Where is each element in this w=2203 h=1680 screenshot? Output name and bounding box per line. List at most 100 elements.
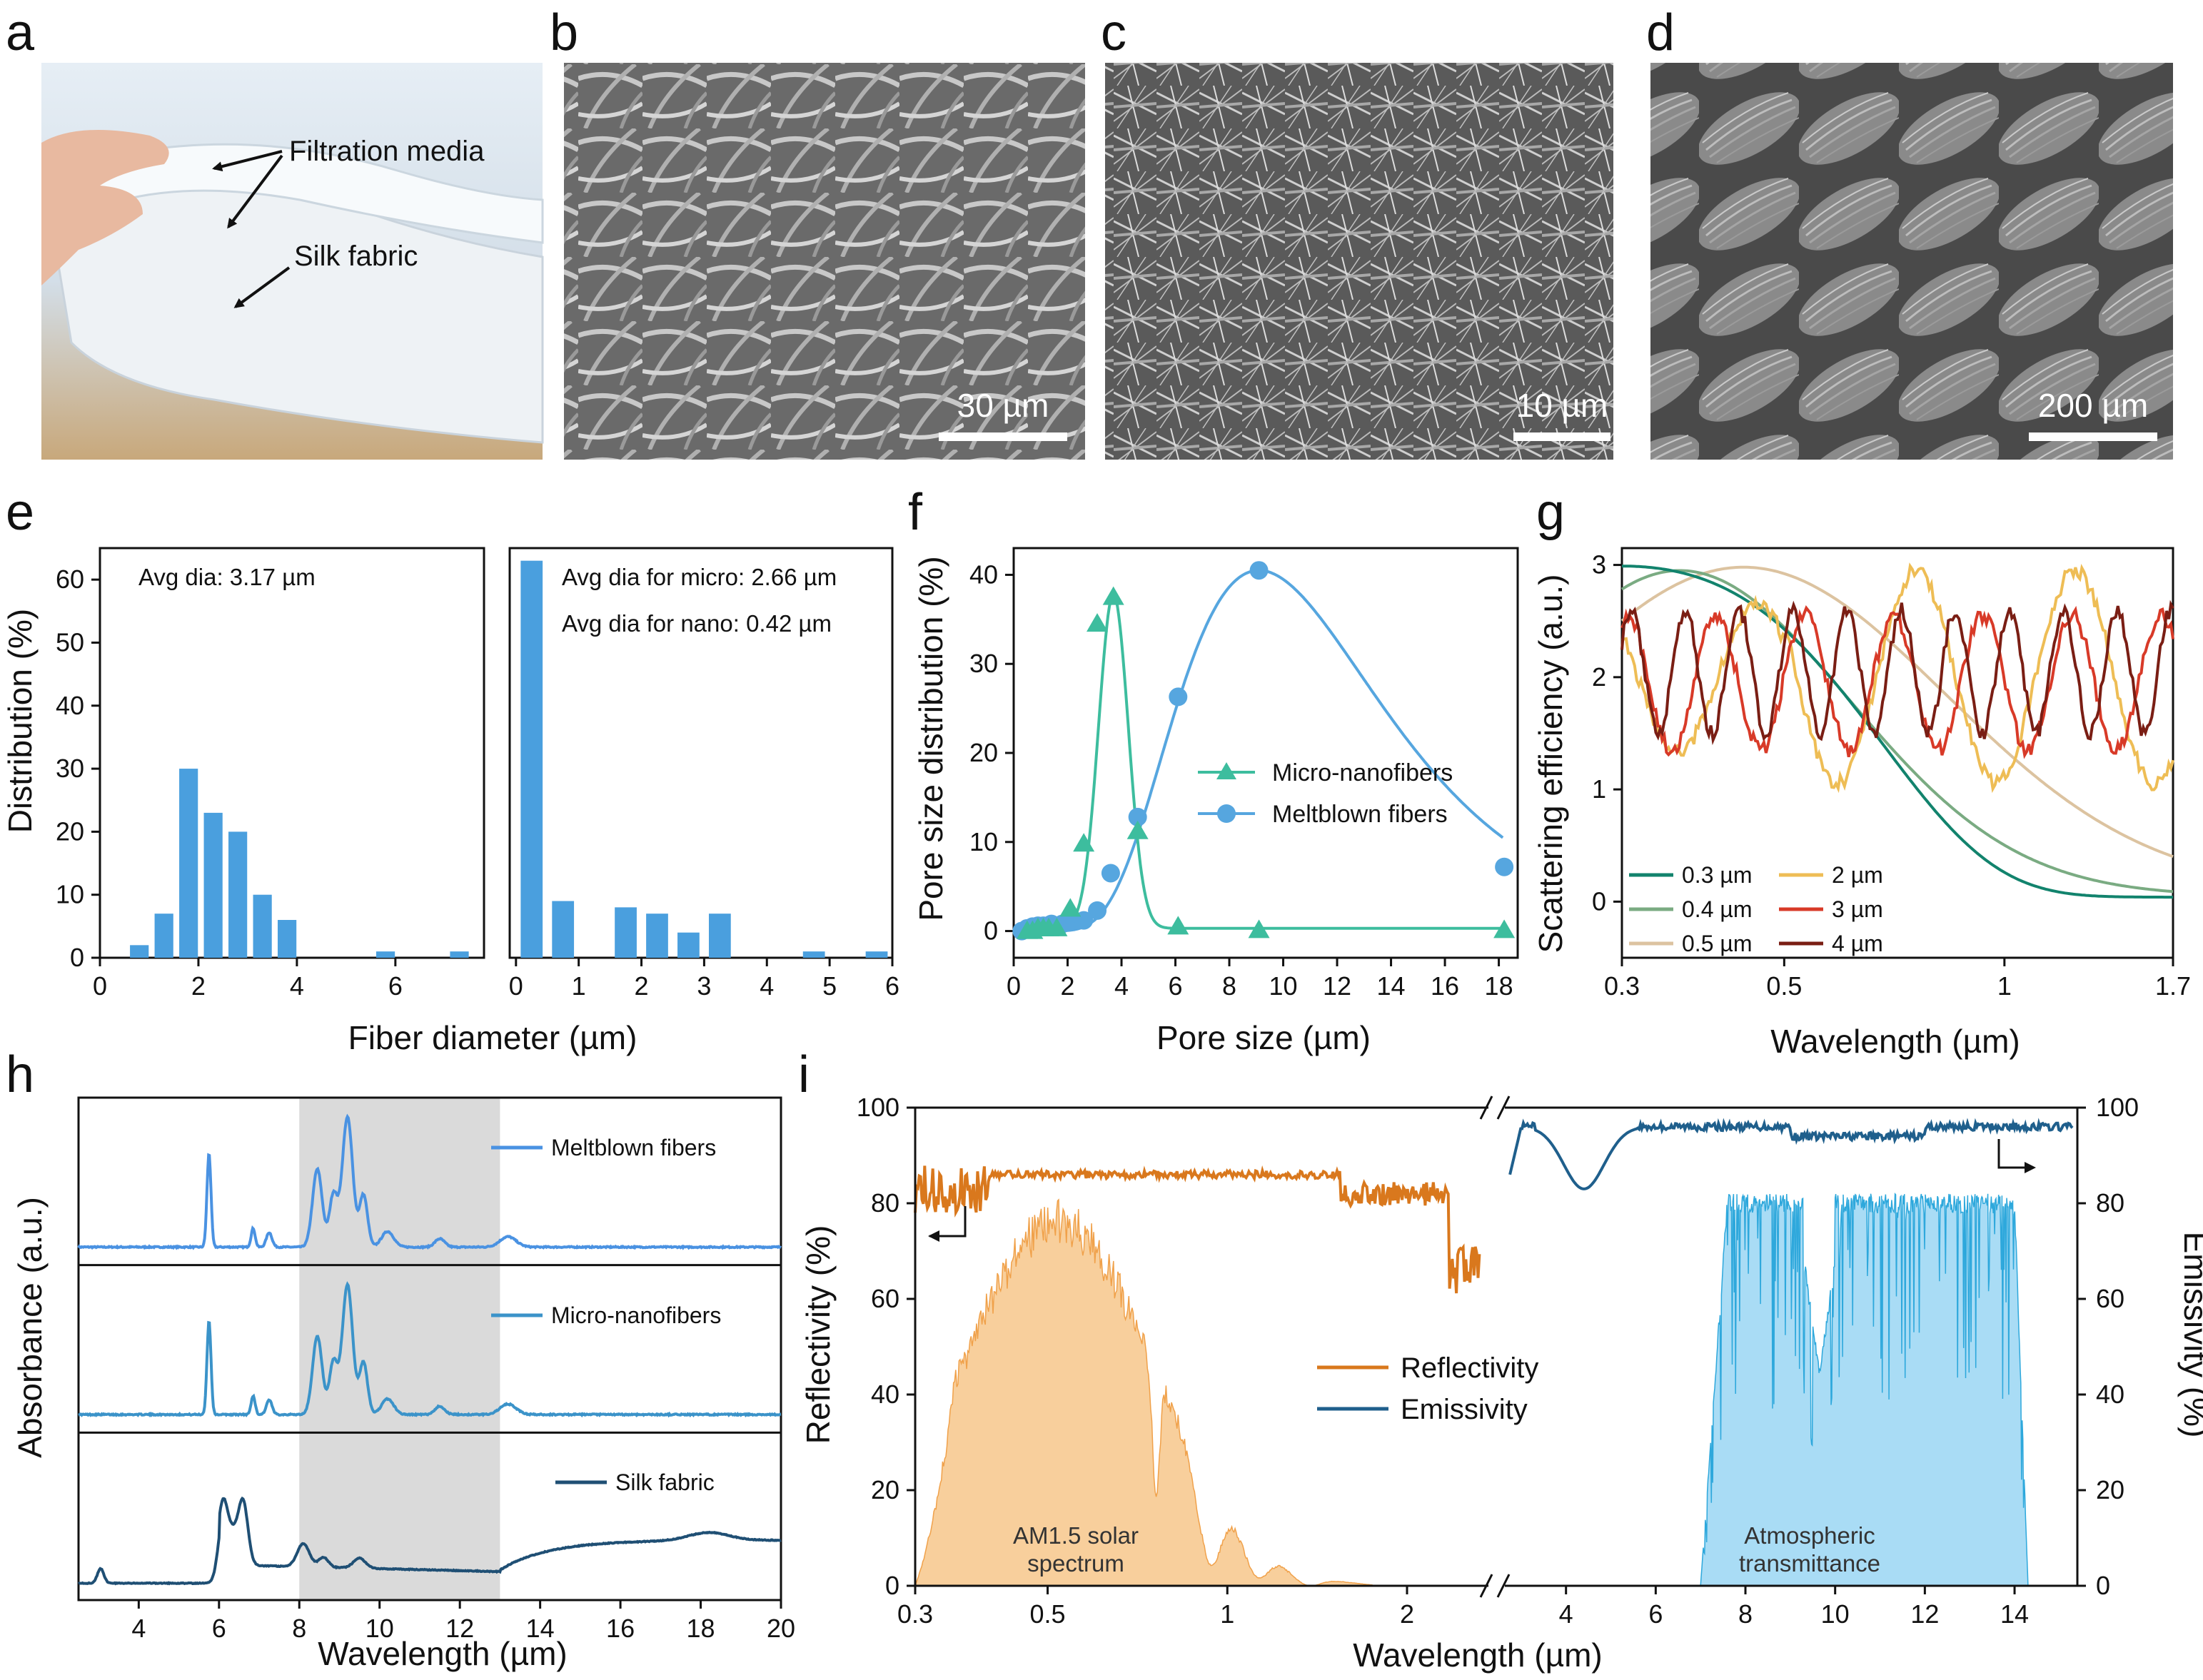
- e-right-chart: 0 1 2 3 4 5 6: [508, 547, 899, 1001]
- sem-d-scale-label: 200 µm: [2038, 387, 2148, 424]
- x-tick-label: 10: [1821, 1599, 1850, 1629]
- sem-d-image: [1650, 63, 2173, 460]
- x-tick-label: 12: [445, 1614, 474, 1643]
- y-tick-label: 10: [969, 827, 998, 856]
- y-tick-label: 50: [56, 627, 84, 657]
- plot-frame: [99, 547, 485, 959]
- sem-c-scale-label: 10 µm: [1516, 387, 1608, 424]
- y-tick-label: 60: [56, 565, 84, 594]
- plot-frame: [508, 547, 894, 959]
- right-axis-arrow: [1997, 1139, 2033, 1169]
- absorbance-line: [77, 1113, 782, 1250]
- scattering-line: [1620, 599, 2174, 746]
- f-legend-label-micro: Micro-nanofibers: [1272, 759, 1453, 786]
- y-tick-label-left: 40: [871, 1380, 899, 1409]
- x-tick-label: 1.7: [2155, 971, 2191, 1001]
- h-ylabel: Absorbance (a.u.): [11, 1197, 49, 1458]
- y-tick-label: 20: [969, 738, 998, 767]
- y-tick-label: 40: [969, 560, 998, 589]
- x-tick-label: 16: [606, 1614, 635, 1643]
- y-tick-label-left: 20: [871, 1475, 899, 1504]
- absorbance-line: [78, 1496, 782, 1586]
- y-tick-label: 2: [1592, 662, 1606, 692]
- scattering-line: [1620, 562, 2174, 794]
- y-tick-label-left: 100: [857, 1093, 899, 1122]
- f-ylabel: Pore size distribution (%): [912, 556, 949, 921]
- x-tick-label: 18: [687, 1614, 715, 1643]
- axis-break-mark: [1496, 1574, 1511, 1598]
- bar: [646, 914, 668, 958]
- bar: [277, 920, 297, 958]
- e-xlabel: Fiber diameter (µm): [348, 1019, 637, 1056]
- f-legend-marker-micro: [1216, 762, 1236, 779]
- x-tick-label: 14: [1377, 971, 1406, 1001]
- bar: [154, 914, 173, 958]
- y-tick-label-right: 100: [2096, 1093, 2139, 1122]
- x-tick-label: 6: [212, 1614, 226, 1643]
- bar: [677, 932, 700, 958]
- x-tick-label: 0.5: [1766, 971, 1802, 1001]
- x-tick-label: 20: [767, 1614, 795, 1643]
- scattering-line: [1620, 569, 2174, 894]
- meltblown-point: [1088, 901, 1107, 920]
- x-tick-label: 16: [1431, 971, 1459, 1001]
- axis-break-mark: [1479, 1574, 1493, 1598]
- x-tick-label: 0: [509, 971, 523, 1001]
- x-tick-label: 0.3: [897, 1599, 933, 1629]
- bar: [552, 901, 575, 958]
- x-tick-label: 12: [1323, 971, 1351, 1001]
- sem-c-scale-bar: [1513, 432, 1610, 441]
- h-xlabel: Wavelength (µm): [318, 1635, 567, 1672]
- bar: [450, 951, 469, 958]
- panel-b: 30 µm: [564, 63, 1085, 460]
- f-legend: Micro-nanofibers Meltblown fibers: [1198, 759, 1453, 828]
- panel-letter-g: g: [1536, 484, 1565, 541]
- x-tick-label: 0: [1007, 971, 1021, 1001]
- g-legend-label-3: 3 µm: [1832, 896, 1883, 922]
- panel-letter-a: a: [6, 4, 35, 61]
- x-tick-label: 2: [1060, 971, 1074, 1001]
- x-tick-label: 8: [1738, 1599, 1753, 1629]
- panel-h: 4 6 8 10 12 14 16 18 20 Absorbance (a.u.) Wavele…: [11, 1096, 795, 1672]
- x-tick-label: 1: [572, 971, 586, 1001]
- y-tick-label: 1: [1592, 774, 1606, 804]
- y-tick-label: 20: [56, 816, 84, 846]
- g-legend: 0.3 µm 0.4 µm 0.5 µm 2 µm 3 µm 4 µm: [1629, 862, 1883, 956]
- g-legend-label-2: 2 µm: [1832, 862, 1883, 888]
- h-chart: 4 6 8 10 12 14 16 18 20: [77, 1096, 795, 1643]
- right-axis-arrow-head: [2025, 1162, 2036, 1173]
- absorbance-line: [78, 1281, 782, 1418]
- g-legend-label-4: 4 µm: [1832, 931, 1883, 956]
- x-tick-label: 4: [1114, 971, 1129, 1001]
- callout-arrow-3: [233, 266, 291, 308]
- i-region-labels: AM1.5 solar spectrum Atmospheric transmi…: [1013, 1522, 1880, 1577]
- sem-b-scale-label: 30 µm: [957, 387, 1049, 424]
- panel-f: 0 2 4 6 8 10 12 14 16 18 0 10 20 30 40 Pore size distr…: [912, 547, 1519, 1056]
- x-tick-label: 4: [131, 1614, 146, 1643]
- y-tick-label: 30: [56, 754, 84, 783]
- callout-arrow-2: [227, 154, 283, 229]
- hand-shape: [41, 130, 169, 285]
- bar: [708, 914, 731, 958]
- y-tick-label-left: 80: [871, 1188, 899, 1218]
- g-ylabel: Scattering efficiency (a.u.): [1532, 575, 1569, 953]
- bar: [865, 951, 888, 958]
- e-right-annotation-nano: Avg dia for nano: 0.42 µm: [562, 610, 832, 637]
- y-tick-label-right: 40: [2096, 1380, 2124, 1409]
- meltblown-point: [1128, 807, 1147, 826]
- y-tick-label: 30: [969, 649, 998, 678]
- i-legend-label-reflectivity: Reflectivity: [1401, 1352, 1538, 1384]
- x-tick-label: 6: [1169, 971, 1183, 1001]
- axis-break-mark: [1479, 1095, 1493, 1120]
- g-legend-label-0-4: 0.4 µm: [1682, 896, 1752, 922]
- h-legend-label-meltblown: Meltblown fibers: [551, 1135, 716, 1160]
- g-legend-label-0-5: 0.5 µm: [1682, 931, 1752, 956]
- meltblown-point: [1169, 687, 1188, 707]
- x-tick-label: 10: [366, 1614, 394, 1643]
- callout-arrow-1: [212, 150, 283, 172]
- g-legend-label-0-3: 0.3 µm: [1682, 862, 1752, 888]
